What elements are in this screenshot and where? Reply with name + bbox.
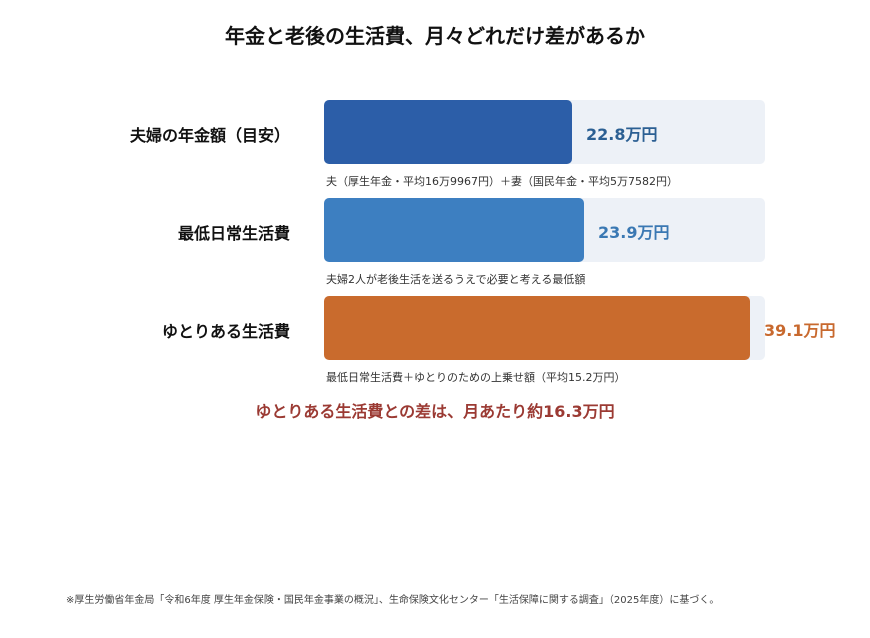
- data-label: 23.9万円: [598, 223, 670, 242]
- summary-text: ゆとりある生活費との差は、月あたり約16.3万円: [255, 402, 615, 421]
- bar-track: [324, 296, 765, 360]
- bar-track: [324, 100, 765, 164]
- footnote: ※厚生労働省年金局「令和6年度 厚生年金保険・国民年金事業の概況」、生命保険文化…: [66, 595, 720, 606]
- bar-note: 夫婦2人が老後生活を送るうえで必要と考える最低額: [326, 273, 586, 286]
- bar: [324, 100, 572, 164]
- category-label: ゆとりある生活費: [161, 322, 290, 341]
- category-label: 夫婦の年金額（目安）: [129, 126, 290, 145]
- data-label: 39.1万円: [764, 321, 836, 340]
- bar: [324, 296, 750, 360]
- bar-note: 夫（厚生年金・平均16万9967円）＋妻（国民年金・平均5万7582円）: [326, 175, 678, 188]
- bar-track: [324, 198, 765, 262]
- category-label: 最低日常生活費: [177, 224, 290, 243]
- bar-note: 最低日常生活費＋ゆとりのための上乗せ額（平均15.2万円）: [326, 371, 626, 384]
- data-label: 22.8万円: [586, 125, 658, 144]
- chart-title: 年金と老後の生活費、月々どれだけ差があるか: [225, 24, 645, 48]
- bar: [324, 198, 584, 262]
